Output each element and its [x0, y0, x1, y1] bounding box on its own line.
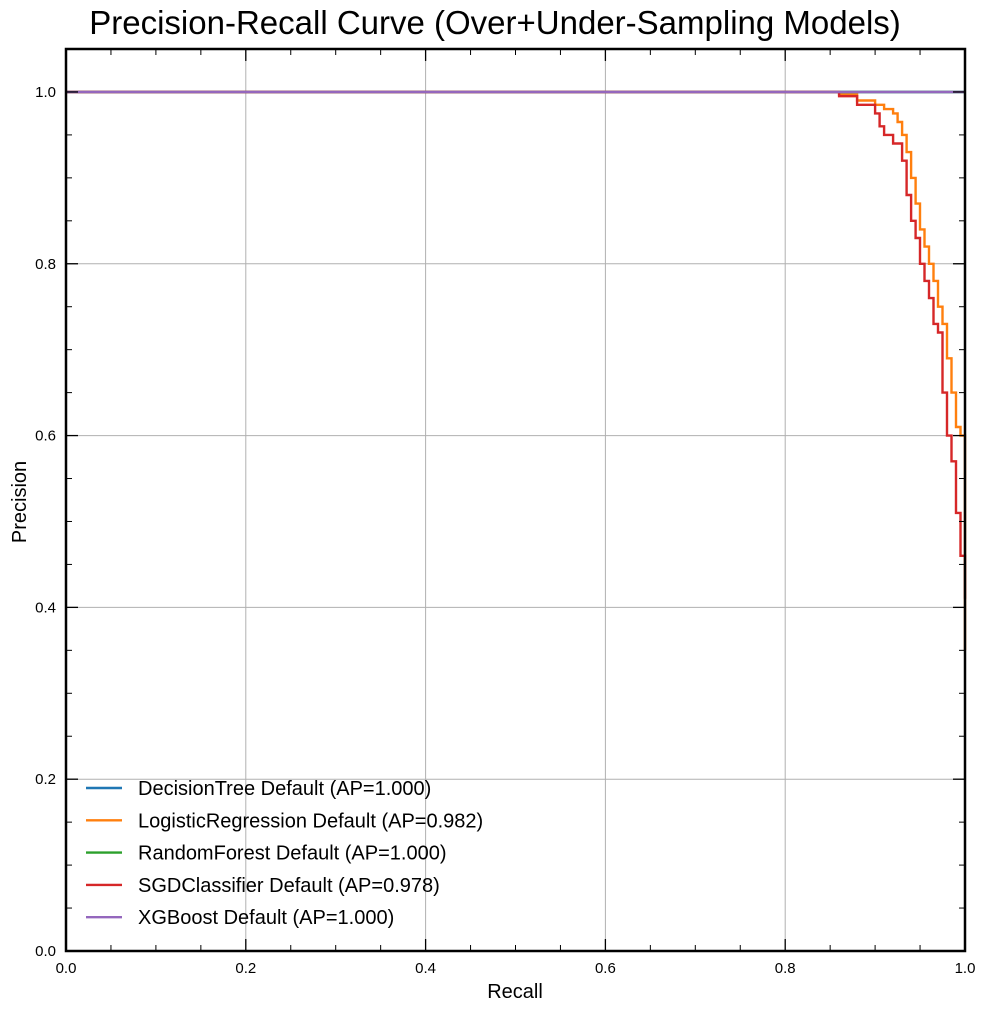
y-tick-label: 0.6	[35, 428, 56, 445]
x-tick-label: 0.4	[415, 960, 436, 977]
y-tick-label: 0.8	[35, 256, 56, 273]
plot-series	[66, 90, 967, 651]
series-line-3	[66, 90, 967, 599]
legend-entry: RandomForest Default (AP=1.000)	[138, 843, 447, 865]
y-tick-label: 0.2	[35, 771, 56, 788]
series-line-1	[66, 90, 967, 651]
x-tick-label: 0.6	[595, 960, 616, 977]
plot-frame	[64, 47, 967, 953]
x-tick-label: 0.2	[235, 960, 256, 977]
y-tick-label: 1.0	[35, 84, 56, 101]
legend: DecisionTree Default (AP=1.000) LogisticR…	[86, 778, 483, 929]
y-tick-label: 0.0	[35, 943, 56, 960]
x-axis-label: Recall	[487, 981, 543, 1003]
chart-title: Precision-Recall Curve (Over+Under-Sampl…	[89, 4, 901, 41]
legend-entry: SGDClassifier Default (AP=0.978)	[138, 875, 440, 897]
x-tick-label: 0.0	[56, 960, 77, 977]
y-tick-label: 0.4	[35, 599, 56, 616]
axis-ticks: 0.0 0.2 0.4 0.6 0.8 1.0 0.0 0.2 0.4 0.6 0.8 1.0	[35, 49, 975, 977]
legend-entry: LogisticRegression Default (AP=0.982)	[138, 810, 483, 832]
legend-entry: XGBoost Default (AP=1.000)	[138, 907, 394, 929]
x-tick-label: 1.0	[955, 960, 976, 977]
legend-entry: DecisionTree Default (AP=1.000)	[138, 778, 431, 800]
x-tick-label: 0.8	[775, 960, 796, 977]
y-axis-label: Precision	[9, 461, 31, 543]
